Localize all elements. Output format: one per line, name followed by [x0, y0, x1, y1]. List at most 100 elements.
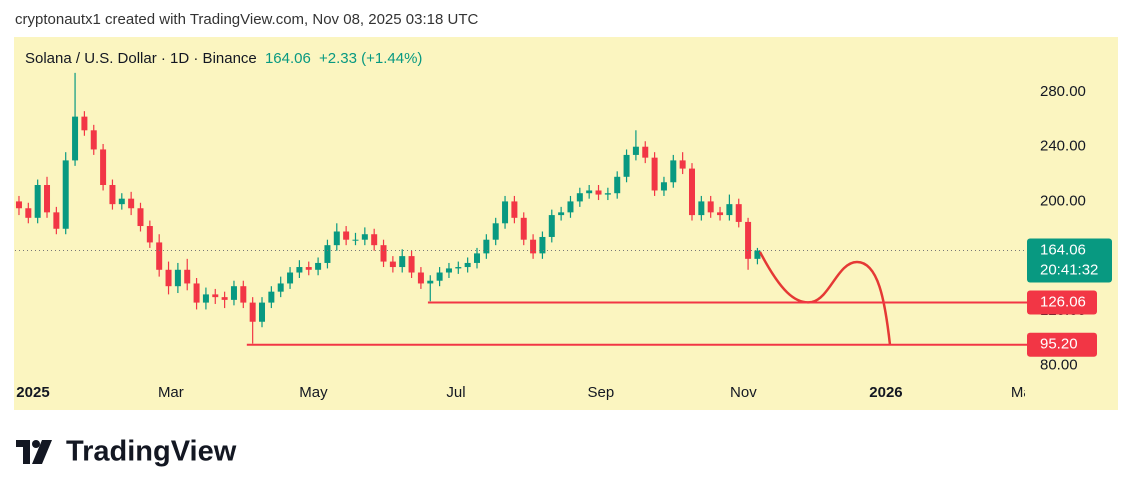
plot-area: 2025 Mar May Jul Sep Nov 2026 Mar — [15, 72, 1037, 410]
logo-icon — [32, 440, 40, 448]
candle-body — [146, 226, 153, 243]
candle-body — [474, 253, 481, 263]
candle-body — [670, 160, 677, 183]
candle-body — [81, 116, 88, 131]
logo-icon — [32, 440, 52, 464]
candle-body — [324, 245, 331, 263]
candle-body — [623, 154, 630, 177]
projection-curve — [758, 251, 892, 346]
candle-body — [240, 286, 247, 303]
candle-body — [389, 261, 396, 268]
candle-body — [445, 268, 452, 273]
candle-body — [277, 283, 284, 292]
x-tick-label: 2025 — [16, 384, 49, 401]
y-tick-label: 240.00 — [1040, 138, 1086, 155]
logo-text: TradingView — [66, 436, 237, 468]
candle-body — [502, 201, 509, 224]
candle-body — [660, 182, 667, 191]
x-tick-label: 2026 — [869, 384, 902, 401]
candle-body — [464, 262, 471, 268]
price-line-label: 126.06 — [1040, 293, 1086, 310]
last-price-label: 164.06 — [1040, 242, 1086, 259]
candle-body — [380, 245, 387, 262]
candle-body — [707, 201, 714, 213]
candle-body — [268, 291, 275, 303]
candle-body — [586, 190, 593, 194]
chart-panel — [14, 37, 1118, 410]
candle-body — [62, 160, 69, 229]
candle-body — [118, 198, 125, 205]
y-tick-label: 80.00 — [1040, 356, 1078, 373]
candle-body — [249, 302, 256, 322]
x-tick-label: Mar — [158, 384, 184, 401]
last-price-tag — [1027, 238, 1112, 283]
candle-body — [539, 236, 546, 254]
candle-body — [492, 223, 499, 240]
candle-body — [530, 239, 537, 254]
candle-body — [604, 193, 611, 195]
x-tick-label: Mar — [1011, 384, 1037, 401]
candle-body — [558, 212, 565, 216]
price-line-tag — [1027, 332, 1097, 357]
countdown-label: 20:41:32 — [1040, 262, 1098, 279]
candle-body — [193, 283, 200, 303]
candle-body — [184, 269, 191, 284]
candle-body — [745, 221, 752, 259]
candle-body — [128, 198, 135, 209]
x-tick-label: Jul — [446, 384, 465, 401]
candle-body — [165, 269, 172, 287]
legend: Solana / U.S. Dollar · 1D · Binance 164.… — [25, 50, 422, 67]
candle-body — [576, 193, 583, 202]
x-tick-label: Nov — [730, 384, 757, 401]
price-line-label: 95.20 — [1040, 336, 1078, 353]
header: cryptonautx1 created with TradingView.co… — [15, 11, 478, 28]
candle-body — [315, 262, 322, 270]
candle-body — [548, 215, 555, 237]
candle-body — [202, 294, 209, 303]
candle-body — [436, 272, 443, 281]
candle-body — [137, 208, 144, 227]
candle-body — [305, 267, 312, 270]
candle-body — [212, 294, 219, 298]
candle-body — [427, 280, 434, 284]
candle-body — [632, 146, 639, 155]
candle-body — [399, 256, 406, 268]
candle-body — [230, 286, 237, 300]
candle-body — [361, 234, 368, 240]
candle-body — [352, 239, 359, 241]
candle-body — [371, 234, 378, 246]
candle-body — [25, 208, 32, 218]
candle-body — [287, 272, 294, 284]
candle-body — [156, 242, 163, 270]
legend-change: +2.33 (+1.44%) — [319, 50, 422, 67]
candle-body — [343, 231, 350, 240]
candle-body — [754, 250, 761, 259]
candle-body — [44, 185, 51, 213]
candle-body — [221, 297, 228, 300]
candle-body — [726, 204, 733, 216]
candle-body — [72, 116, 79, 161]
candle-body — [511, 201, 518, 218]
legend-price: 164.06 — [265, 50, 311, 67]
candle-body — [595, 190, 602, 195]
logo — [16, 440, 52, 464]
candle-body — [296, 267, 303, 273]
x-tick-label: Sep — [588, 384, 615, 401]
candle-body — [567, 201, 574, 213]
candle-body — [259, 302, 266, 322]
candle-body — [642, 146, 649, 158]
y-tick-label: 200.00 — [1040, 192, 1086, 209]
candle-body — [109, 185, 116, 205]
candle-body — [53, 212, 60, 229]
candle-body — [698, 201, 705, 216]
candle-body — [717, 212, 724, 216]
candle-body — [15, 201, 22, 209]
legend-symbol: Solana / U.S. Dollar · 1D · Binance — [25, 50, 257, 67]
candle-body — [455, 267, 462, 269]
candle-body — [174, 269, 181, 287]
candle-body — [520, 217, 527, 240]
candle-body — [34, 185, 41, 218]
price-line-tag — [1027, 290, 1097, 315]
candle-body — [679, 160, 686, 169]
